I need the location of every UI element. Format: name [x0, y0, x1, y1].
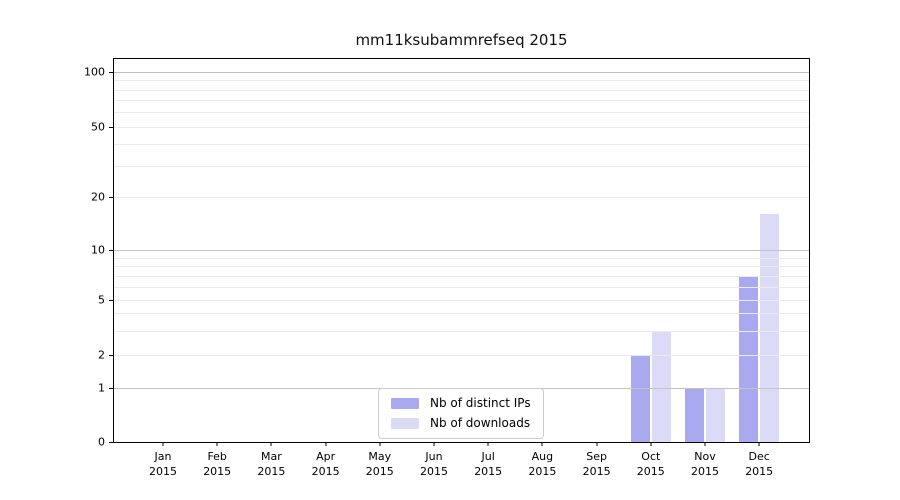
x-tick-mark	[216, 442, 218, 446]
bar-downloads-oct	[651, 330, 671, 442]
x-tick-label-jan: Jan 2015	[149, 450, 177, 478]
bar-distinct-ips-dec	[739, 275, 759, 442]
x-tick-label-apr: Apr 2015	[311, 450, 340, 478]
x-tick-label-aug: Aug 2015	[528, 450, 557, 478]
bar-downloads-nov	[706, 388, 725, 442]
y-gridline-minor	[114, 197, 809, 199]
y-tick-label: 50	[91, 120, 105, 134]
y-gridline-minor	[114, 80, 809, 82]
y-gridline-minor	[114, 89, 809, 91]
y-tick-mark	[109, 126, 114, 128]
y-tick-label: 10	[91, 243, 105, 257]
y-tick-mark	[109, 71, 114, 73]
y-gridline-minor	[114, 299, 809, 301]
x-tick-mark	[379, 442, 381, 446]
bar-distinct-ips-nov	[685, 388, 704, 442]
x-tick-mark	[270, 442, 272, 446]
y-tick-label: 2	[98, 348, 105, 362]
y-tick-mark	[109, 250, 114, 251]
y-tick-mark	[109, 197, 114, 199]
downloads-swatch	[391, 418, 419, 429]
distinct-ips-swatch	[391, 398, 419, 409]
y-gridline-minor	[114, 266, 809, 268]
x-tick-label-sep: Sep 2015	[582, 450, 611, 478]
y-tick-mark	[109, 388, 114, 390]
x-tick-label-jul: Jul 2015	[474, 450, 503, 478]
y-tick-label: 5	[98, 293, 105, 307]
y-gridline-major	[114, 250, 809, 251]
bar-distinct-ips-oct	[630, 355, 650, 442]
x-tick-mark	[704, 442, 706, 446]
y-gridline-minor	[114, 126, 809, 128]
bar-downloads-dec	[760, 214, 780, 442]
y-tick-label: 1	[98, 381, 105, 395]
y-gridline-minor	[114, 286, 809, 288]
x-tick-label-may: May 2015	[365, 450, 394, 478]
x-tick-mark	[433, 442, 435, 446]
y-tick-mark	[109, 442, 114, 443]
x-tick-label-nov: Nov 2015	[691, 450, 719, 478]
y-gridline-minor	[114, 166, 809, 167]
x-tick-mark	[650, 442, 652, 446]
y-gridline-minor	[114, 112, 809, 114]
x-tick-label-oct: Oct 2015	[636, 450, 665, 478]
y-gridline-minor	[114, 143, 809, 145]
y-tick-label: 100	[84, 65, 105, 79]
y-gridline-minor	[114, 313, 809, 315]
y-gridline-minor	[114, 100, 809, 102]
x-tick-label-mar: Mar 2015	[257, 450, 286, 478]
legend-entry-downloads: Nb of downloads	[391, 417, 531, 430]
y-tick-mark	[109, 299, 114, 301]
x-tick-mark	[541, 442, 543, 446]
y-gridline-minor	[114, 330, 809, 332]
y-tick-label: 20	[91, 190, 105, 204]
y-gridline-minor	[114, 257, 809, 259]
y-tick-label: 0	[98, 435, 105, 449]
chart-title: mm11ksubammrefseq 2015	[355, 31, 568, 49]
x-tick-label-dec: Dec 2015	[745, 450, 774, 478]
x-tick-mark	[325, 442, 327, 446]
x-tick-mark	[596, 442, 598, 446]
y-gridline-major	[114, 71, 809, 73]
y-tick-mark	[109, 355, 114, 357]
legend-entry-distinct-ips: Nb of distinct IPs	[391, 397, 531, 410]
y-gridline-minor	[114, 275, 809, 277]
legend-label: Nb of downloads	[430, 416, 531, 430]
x-tick-label-feb: Feb 2015	[203, 450, 232, 478]
x-tick-mark	[758, 442, 760, 446]
legend: Nb of distinct IPs Nb of downloads	[378, 388, 544, 439]
legend-label: Nb of distinct IPs	[430, 396, 531, 410]
x-tick-mark	[487, 442, 489, 446]
x-tick-label-jun: Jun 2015	[420, 450, 448, 478]
plot-area: 0 1 2 5 10 20 50 100 Jan 2015 Feb 2015 Mar 2015 Apr…	[84, 58, 810, 478]
y-gridline-minor	[114, 355, 809, 357]
x-tick-mark	[162, 442, 164, 446]
